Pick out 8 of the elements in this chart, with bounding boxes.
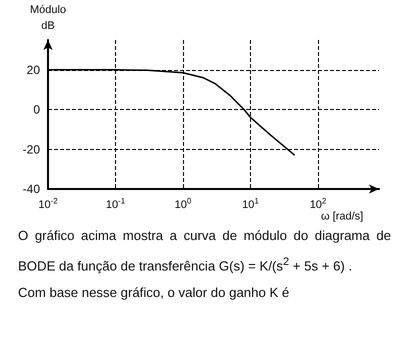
y-tick-label: -20 bbox=[22, 142, 40, 156]
y-tick-label: -40 bbox=[22, 182, 40, 196]
x-axis-title: ω [rad/s] bbox=[321, 210, 364, 222]
text: Com base nesse gráfico, o valor do ganho K é bbox=[18, 284, 290, 302]
y-axis-title: Módulo dB bbox=[30, 4, 66, 32]
y-tick-label: 0 bbox=[33, 102, 40, 117]
text: O gráfico acima mostra a curva de módulo do diagrama de BODE da função de transferência G(s) = K/(s$^{2}$ + 5s + 6) . bbox=[18, 227, 391, 276]
y-tick-label: 20 bbox=[26, 62, 40, 77]
